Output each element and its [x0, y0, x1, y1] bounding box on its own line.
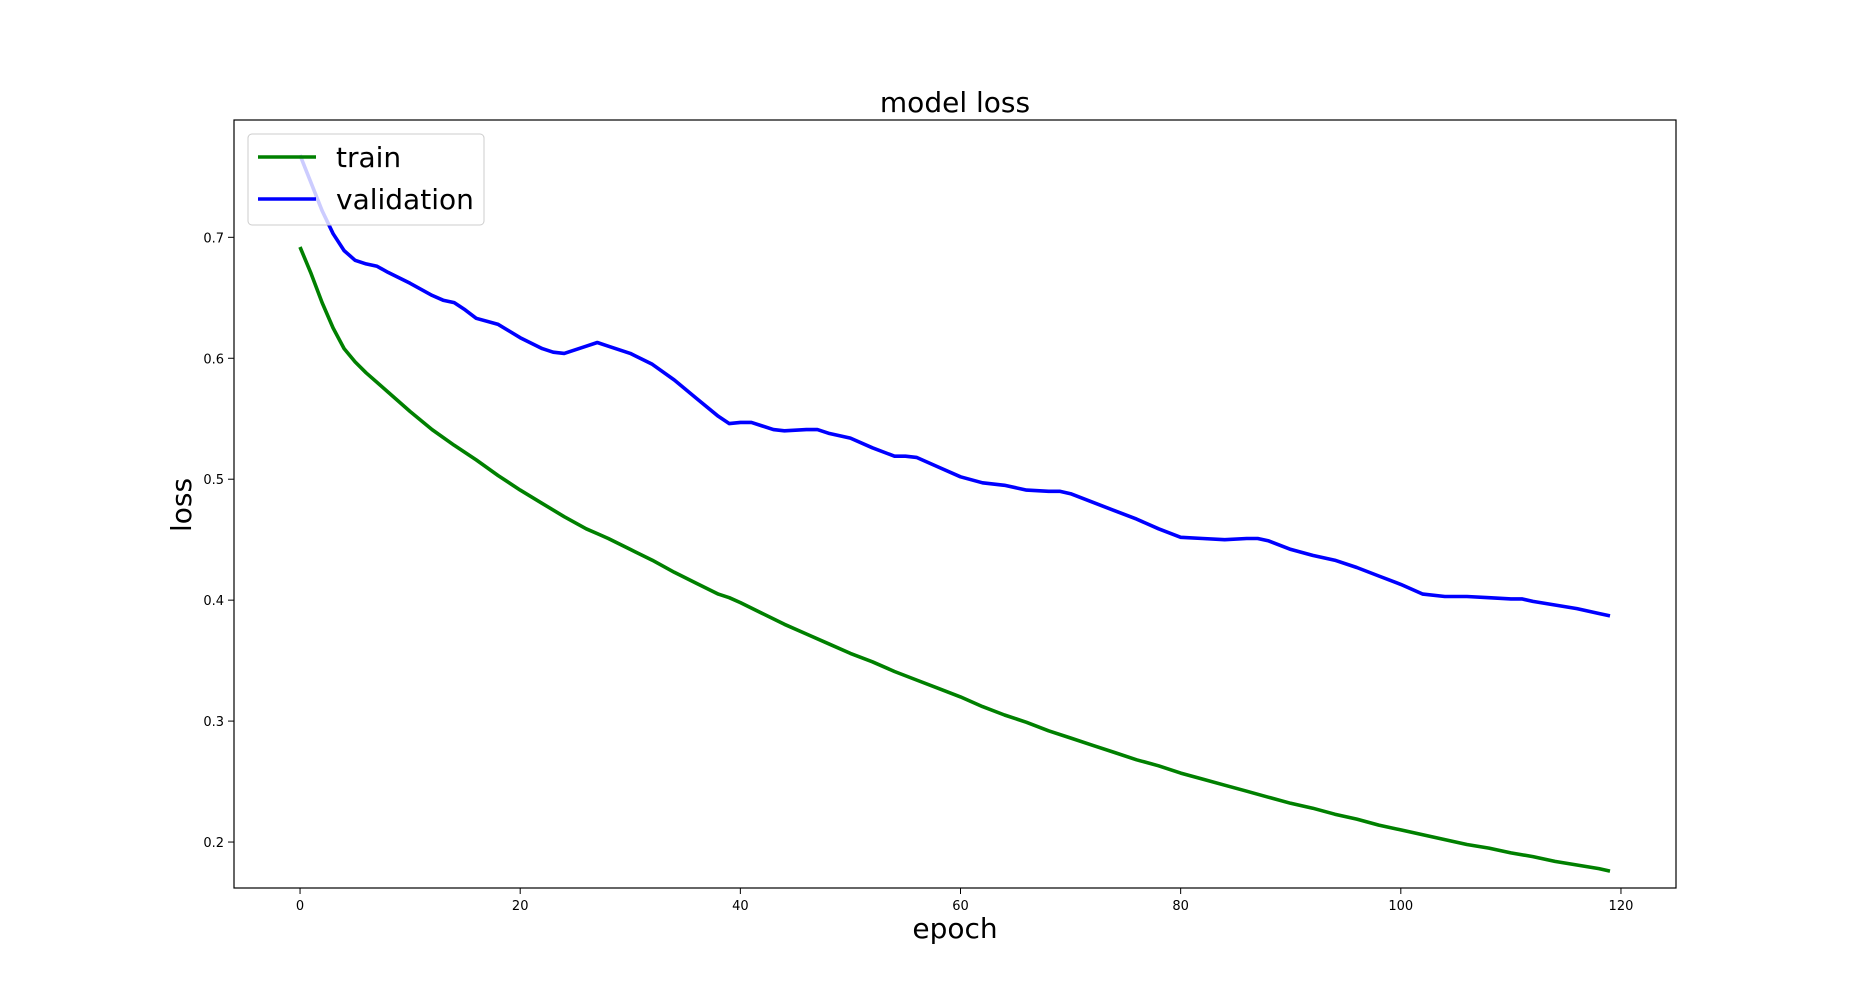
legend: train validation	[247, 133, 485, 226]
x-tick-label: 120	[1609, 899, 1634, 914]
y-tick-label: 0.2	[203, 836, 224, 851]
series-line-validation	[298, 154, 1611, 618]
x-tick-label: 40	[732, 899, 749, 914]
y-tick-label: 0.4	[203, 594, 224, 609]
plot-area	[298, 154, 1611, 873]
x-tick-label: 80	[1172, 899, 1189, 914]
y-axis-label: loss	[165, 478, 198, 532]
x-tick-label: 100	[1388, 899, 1413, 914]
x-axis-label: epoch	[912, 912, 997, 945]
y-tick-label: 0.3	[203, 715, 224, 730]
x-tick-label: 20	[512, 899, 529, 914]
y-tick-label: 0.7	[203, 231, 224, 246]
plot-frame	[233, 119, 1677, 889]
legend-label-train: train	[336, 141, 401, 174]
x-tick-label: 0	[296, 899, 304, 914]
x-tick-label: 60	[952, 899, 969, 914]
y-tick-label: 0.6	[203, 352, 224, 367]
chart-title: model loss	[880, 86, 1030, 119]
y-axis: 0.2 0.3 0.4 0.5 0.6 0.7	[203, 231, 234, 851]
series-line-train	[298, 246, 1611, 873]
y-tick-label: 0.5	[203, 473, 224, 488]
x-axis: 0 20 40 60 80 100 120	[296, 888, 1633, 914]
legend-label-validation: validation	[336, 183, 474, 216]
